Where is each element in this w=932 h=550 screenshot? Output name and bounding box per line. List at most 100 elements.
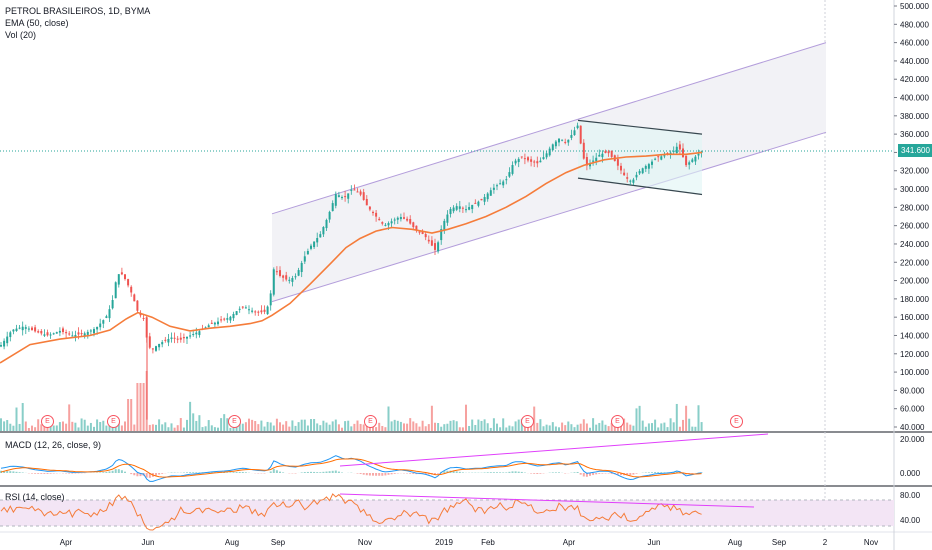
earnings-marker[interactable]: E (107, 415, 120, 428)
volume-bar (542, 426, 545, 431)
price-tick-label: 120.000 (900, 350, 929, 359)
candle-body (567, 139, 570, 143)
volume-bar (297, 422, 300, 431)
candle-body (34, 327, 37, 332)
volume-bar (24, 421, 27, 431)
candle-body (89, 330, 92, 332)
candle-body (269, 293, 272, 306)
candle-body (99, 323, 102, 328)
candle-body (322, 227, 325, 235)
volume-bar (350, 426, 353, 431)
candle-body (108, 309, 111, 319)
rsi-band (0, 500, 894, 526)
candle-body (136, 300, 139, 311)
volume-bar (465, 404, 467, 431)
candle-body (399, 217, 402, 220)
candle-body (291, 278, 294, 282)
candle-body (303, 256, 306, 262)
price-tick-label: 180.000 (900, 295, 929, 304)
macd-hist-bar (229, 472, 232, 473)
volume-bar (353, 423, 356, 431)
candle-body (598, 154, 601, 157)
candle-body (232, 313, 235, 319)
macd-hist-bar (443, 471, 446, 473)
volume-bar (595, 424, 598, 431)
candle-body (223, 318, 226, 320)
earnings-marker[interactable]: E (364, 415, 377, 428)
volume-bar (356, 420, 359, 431)
candle-body (182, 336, 185, 339)
candle-body (21, 326, 24, 331)
macd-hist-bar (536, 473, 539, 474)
volume-bar (390, 421, 393, 431)
candle-body (651, 161, 653, 165)
candle-body (527, 157, 529, 161)
volume-bar (282, 424, 285, 431)
time-tick-label: Apr (60, 538, 73, 547)
earnings-marker[interactable]: E (521, 415, 534, 428)
candle-body (675, 146, 678, 153)
volume-bar (145, 371, 148, 431)
candle-body (49, 334, 52, 336)
candle-body (350, 189, 353, 191)
volume-bar (443, 424, 446, 431)
volume-bar (455, 421, 458, 431)
candle-body (282, 275, 285, 278)
candle-body (635, 174, 638, 178)
volume-bar (130, 399, 133, 431)
macd-hist-bar (452, 471, 455, 473)
macd-hist-bar (12, 471, 15, 473)
macd-hist-bar (99, 472, 102, 473)
earnings-marker[interactable]: E (730, 415, 743, 428)
candle-body (325, 219, 328, 229)
volume-bar (179, 418, 182, 431)
candle-body (582, 142, 585, 159)
rsi-divergence-line (339, 493, 755, 508)
volume-bar (43, 426, 46, 431)
rsi-tick-label: 40.00 (900, 516, 921, 525)
volume-bar (99, 422, 102, 431)
volume-bar (446, 423, 449, 431)
candle-body (331, 203, 334, 212)
candle-body (440, 229, 443, 241)
candle-body (471, 204, 474, 210)
macd-hist-bar (244, 472, 247, 473)
candle-body (638, 171, 641, 174)
candle-body (492, 187, 495, 190)
volume-bar (15, 407, 18, 431)
candle-body (285, 275, 288, 280)
macd-hist-bar (328, 471, 331, 473)
price-tick-label: 460.000 (900, 39, 929, 48)
volume-bar (505, 427, 508, 431)
macd-hist-bar (530, 473, 533, 474)
candle-body (319, 234, 322, 238)
earnings-marker[interactable]: E (41, 415, 54, 428)
candle-body (682, 148, 684, 158)
volume-bar (375, 427, 378, 431)
candle-body (68, 333, 71, 335)
volume-bar (502, 418, 505, 431)
volume-bar (359, 423, 362, 431)
volume-bar (362, 424, 365, 431)
earnings-marker[interactable]: E (228, 415, 241, 428)
candle-body (375, 212, 378, 217)
candle-body (418, 231, 421, 233)
candle-body (517, 158, 520, 163)
macd-hist-bar (635, 473, 638, 474)
candle-body (477, 201, 480, 206)
candle-body (127, 279, 130, 286)
macd-hist-bar (356, 473, 359, 474)
earnings-marker[interactable]: E (611, 415, 624, 428)
candle-body (514, 160, 517, 164)
volume-bar (74, 422, 77, 431)
candle-body (585, 157, 588, 166)
macd-hist-bar (372, 473, 374, 476)
candle-body (415, 225, 418, 231)
volume-bar (452, 420, 455, 431)
volume-bar (430, 405, 433, 431)
candle-body (688, 162, 691, 165)
volume-bar (492, 418, 495, 431)
candle-body (248, 309, 250, 311)
candle-body (260, 310, 263, 313)
